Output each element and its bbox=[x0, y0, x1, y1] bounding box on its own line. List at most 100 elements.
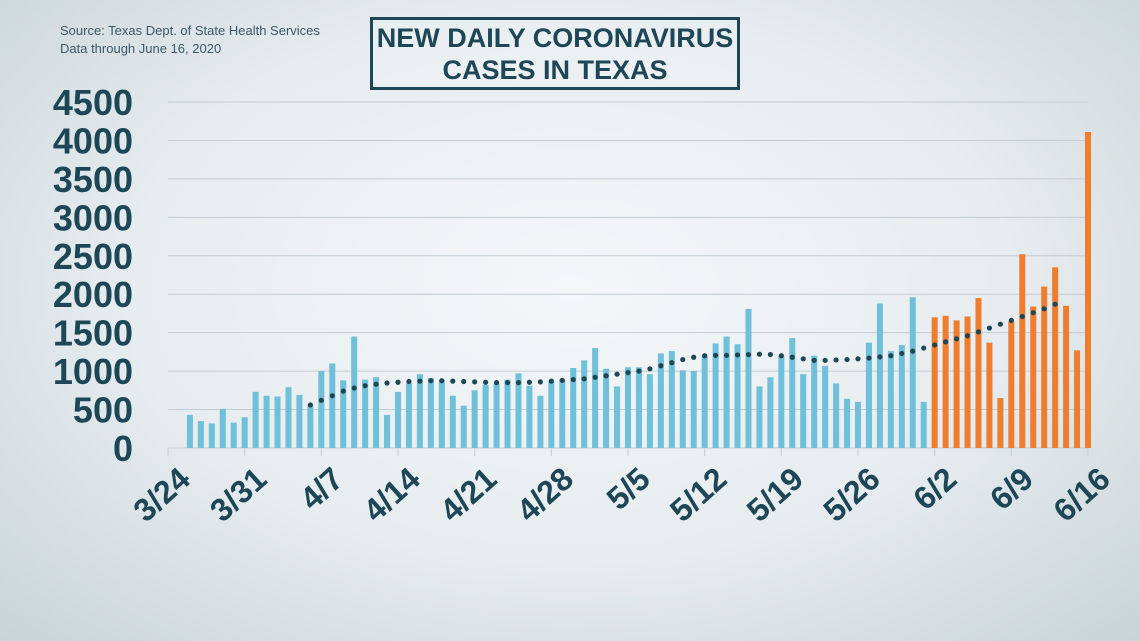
bar bbox=[570, 368, 577, 448]
y-tick-label: 4000 bbox=[53, 120, 133, 161]
bar bbox=[274, 396, 281, 448]
chart-title-box: NEW DAILY CORONAVIRUS CASES IN TEXAS bbox=[370, 17, 740, 90]
bar bbox=[230, 422, 237, 448]
trend-point bbox=[745, 351, 752, 358]
y-tick-label: 2000 bbox=[53, 274, 133, 315]
trend-point bbox=[855, 356, 861, 362]
trend-point bbox=[800, 356, 806, 362]
bar bbox=[219, 408, 226, 448]
bar bbox=[646, 374, 653, 448]
bar bbox=[537, 395, 544, 448]
bar bbox=[416, 374, 423, 448]
chart-title-line-1: NEW DAILY CORONAVIRUS bbox=[376, 22, 734, 53]
trend-point bbox=[964, 333, 971, 339]
bar bbox=[898, 344, 905, 448]
bar bbox=[942, 315, 949, 448]
bar bbox=[405, 383, 412, 448]
bar bbox=[690, 371, 697, 448]
bar bbox=[186, 414, 193, 448]
bar bbox=[493, 383, 500, 448]
y-tick-label: 3000 bbox=[53, 197, 133, 238]
bar bbox=[526, 385, 533, 448]
bar bbox=[1063, 305, 1070, 448]
trend-point bbox=[1008, 317, 1014, 323]
bar bbox=[362, 379, 369, 448]
trend-point bbox=[899, 350, 905, 357]
bar bbox=[657, 353, 664, 448]
trend-point bbox=[932, 342, 938, 348]
bar bbox=[920, 401, 927, 448]
bar bbox=[603, 368, 610, 448]
trend-point bbox=[877, 354, 883, 360]
bar bbox=[953, 320, 960, 448]
trend-point bbox=[669, 360, 675, 366]
trend-point bbox=[888, 353, 894, 359]
bar bbox=[208, 423, 215, 448]
bar bbox=[931, 317, 938, 448]
x-tick-label: 5/12 bbox=[663, 460, 733, 528]
trend-point bbox=[713, 352, 719, 358]
bar bbox=[964, 316, 971, 448]
bar bbox=[887, 351, 894, 448]
x-tick-label: 4/7 bbox=[293, 460, 350, 517]
bar bbox=[548, 381, 555, 448]
trend-point bbox=[406, 378, 412, 385]
trend-point bbox=[997, 321, 1003, 327]
bar bbox=[986, 342, 993, 448]
x-tick-label: 5/26 bbox=[816, 460, 886, 528]
bar bbox=[504, 379, 511, 448]
bar bbox=[844, 398, 851, 448]
bar bbox=[296, 394, 303, 448]
bar bbox=[340, 380, 347, 448]
trend-point bbox=[318, 397, 324, 403]
bar bbox=[592, 348, 599, 448]
trend-point bbox=[1041, 306, 1047, 312]
bar bbox=[1019, 254, 1026, 448]
trend-point bbox=[428, 378, 434, 384]
bar bbox=[307, 404, 314, 448]
bar bbox=[394, 391, 402, 448]
trend-point bbox=[822, 357, 828, 363]
trend-point bbox=[450, 378, 456, 384]
trend-point bbox=[789, 354, 795, 360]
bar bbox=[767, 377, 774, 448]
trend-point bbox=[559, 377, 565, 383]
bar bbox=[482, 384, 489, 448]
trend-point bbox=[439, 378, 445, 384]
trend-point bbox=[384, 380, 390, 386]
y-tick-label: 0 bbox=[113, 428, 133, 469]
trend-point bbox=[351, 385, 357, 391]
bar bbox=[384, 414, 391, 448]
trend-point bbox=[702, 353, 708, 359]
bar bbox=[723, 336, 730, 448]
bar bbox=[1074, 350, 1081, 448]
bar bbox=[789, 338, 796, 448]
bar bbox=[1084, 131, 1092, 448]
trend-point bbox=[986, 325, 993, 331]
bar bbox=[318, 371, 325, 448]
trend-point bbox=[1030, 310, 1036, 316]
x-tick-label: 4/28 bbox=[510, 460, 580, 528]
y-tick-label: 1500 bbox=[53, 313, 133, 354]
trend-point bbox=[537, 379, 543, 385]
bar bbox=[373, 377, 380, 448]
trend-point bbox=[603, 373, 609, 379]
x-tick-label: 5/5 bbox=[600, 460, 657, 517]
trend-point bbox=[734, 352, 741, 358]
data-through-line: Data through June 16, 2020 bbox=[60, 41, 222, 56]
trend-point bbox=[723, 352, 730, 358]
trend-point bbox=[844, 356, 850, 363]
trend-point bbox=[921, 345, 927, 351]
chart-title-line-2: CASES IN TEXAS bbox=[442, 54, 668, 85]
bar bbox=[329, 363, 336, 448]
bar bbox=[263, 395, 270, 448]
bar bbox=[876, 303, 883, 448]
trend-point bbox=[417, 378, 423, 384]
bar bbox=[1030, 306, 1037, 448]
source-line: Source: Texas Dept. of State Health Serv… bbox=[60, 23, 320, 38]
bar bbox=[581, 360, 588, 448]
y-tick-label: 500 bbox=[73, 390, 133, 431]
bar bbox=[833, 383, 840, 448]
bar bbox=[635, 367, 642, 448]
